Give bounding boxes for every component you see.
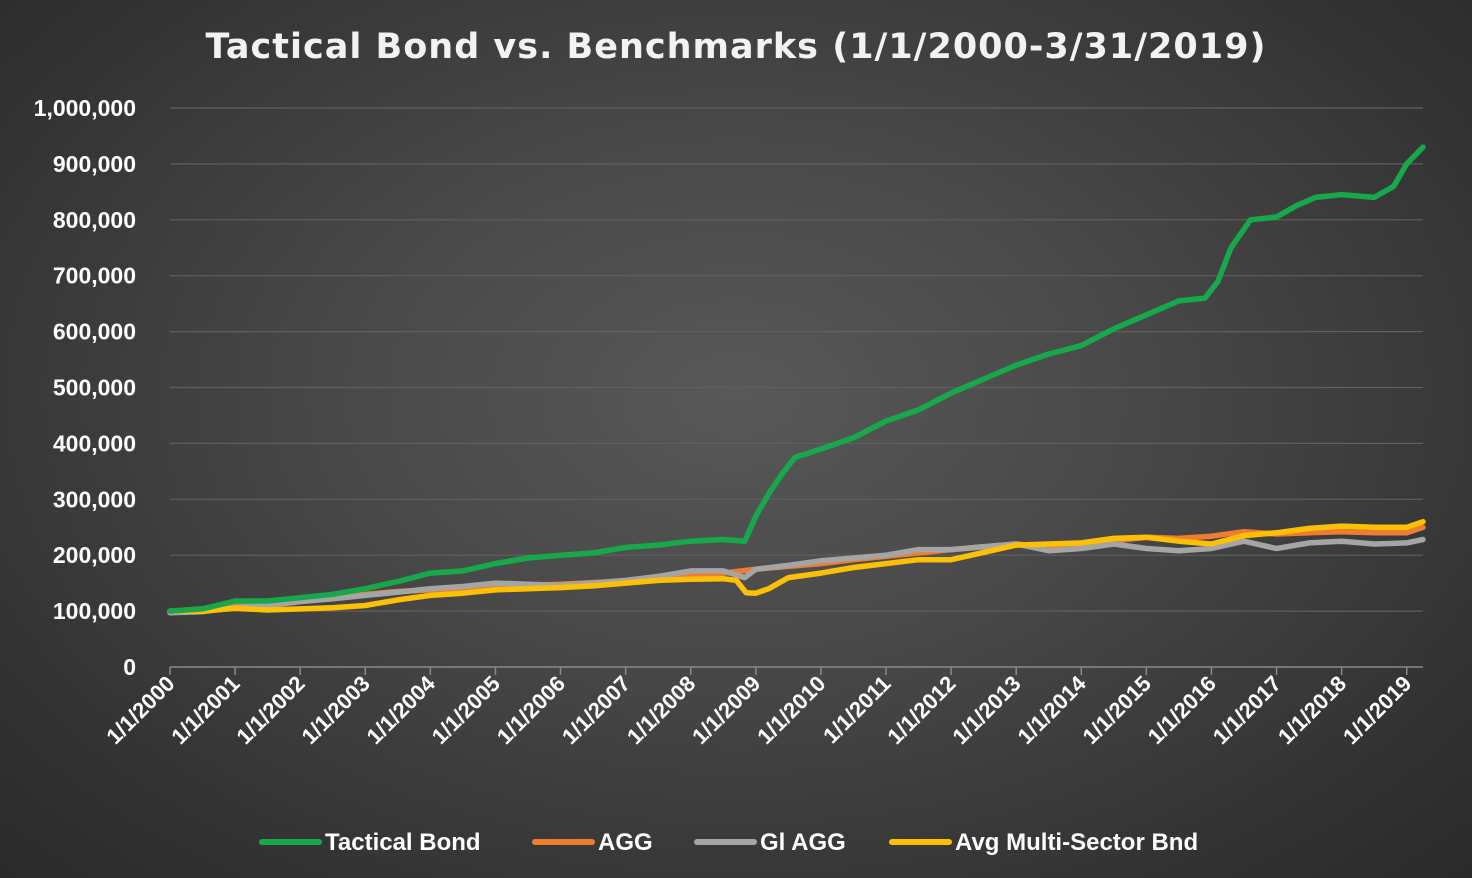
y-tick-label: 700,000: [53, 263, 136, 289]
x-tick-label: 1/1/2010: [752, 671, 830, 749]
x-tick-label: 1/1/2001: [166, 671, 244, 749]
x-tick-label: 1/1/2004: [362, 670, 441, 749]
x-axis-ticks: 1/1/20001/1/20011/1/20021/1/20031/1/2004…: [101, 667, 1416, 749]
y-tick-label: 300,000: [53, 486, 136, 512]
x-tick-label: 1/1/2003: [297, 671, 375, 749]
legend: Tactical Bond AGG Gl AGG Avg Multi-Sector B…: [259, 829, 1198, 856]
x-tick-label: 1/1/2013: [947, 671, 1025, 749]
x-tick-label: 1/1/2014: [1013, 670, 1092, 749]
series-line-tactical-bond: [167, 144, 1426, 614]
legend-label: Gl AGG: [760, 829, 846, 856]
legend-item: AGG: [532, 829, 653, 856]
legend-item: Tactical Bond: [259, 829, 481, 856]
chart-title: Tactical Bond vs. Benchmarks (1/1/2000-3…: [206, 27, 1267, 67]
y-axis-ticks: 0 100,000 200,000 300,000 400,000 500,000 600,…: [34, 95, 136, 680]
y-tick-label: 0: [123, 654, 136, 680]
x-tick-label: 1/1/2017: [1208, 671, 1286, 749]
y-tick-label: 400,000: [53, 430, 136, 456]
legend-item: Avg Multi-Sector Bnd: [889, 829, 1198, 856]
x-tick-label: 1/1/2002: [231, 671, 309, 749]
x-tick-label: 1/1/2019: [1338, 671, 1416, 749]
x-tick-label: 1/1/2011: [818, 671, 895, 748]
x-tick-label: 1/1/2015: [1078, 671, 1156, 749]
series-line-avg-multi-sector-bnd: [167, 518, 1426, 614]
y-tick-label: 900,000: [53, 151, 136, 177]
y-tick-label: 1,000,000: [34, 95, 136, 121]
x-tick-label: 1/1/2016: [1143, 671, 1221, 749]
legend-label: Avg Multi-Sector Bnd: [955, 829, 1198, 856]
legend-label: AGG: [598, 829, 653, 856]
x-tick-label: 1/1/2012: [882, 671, 960, 749]
gridlines: [170, 107, 1423, 668]
series-line-gl-agg: [167, 536, 1426, 616]
legend-label: Tactical Bond: [325, 829, 481, 856]
x-tick-label: 1/1/2005: [427, 671, 505, 749]
x-tick-label: 1/1/2007: [557, 671, 635, 749]
y-tick-label: 200,000: [53, 542, 136, 568]
x-tick-label: 1/1/2000: [101, 671, 179, 749]
series-lines: [167, 144, 1426, 616]
y-tick-label: 500,000: [53, 375, 136, 401]
y-tick-label: 800,000: [53, 207, 136, 233]
y-tick-label: 100,000: [53, 598, 136, 624]
y-tick-label: 600,000: [53, 319, 136, 345]
x-tick-label: 1/1/2009: [687, 671, 765, 749]
x-tick-label: 1/1/2008: [622, 671, 700, 749]
x-tick-label: 1/1/2018: [1273, 671, 1351, 749]
x-tick-label: 1/1/2006: [492, 671, 570, 749]
legend-item: Gl AGG: [694, 829, 846, 856]
